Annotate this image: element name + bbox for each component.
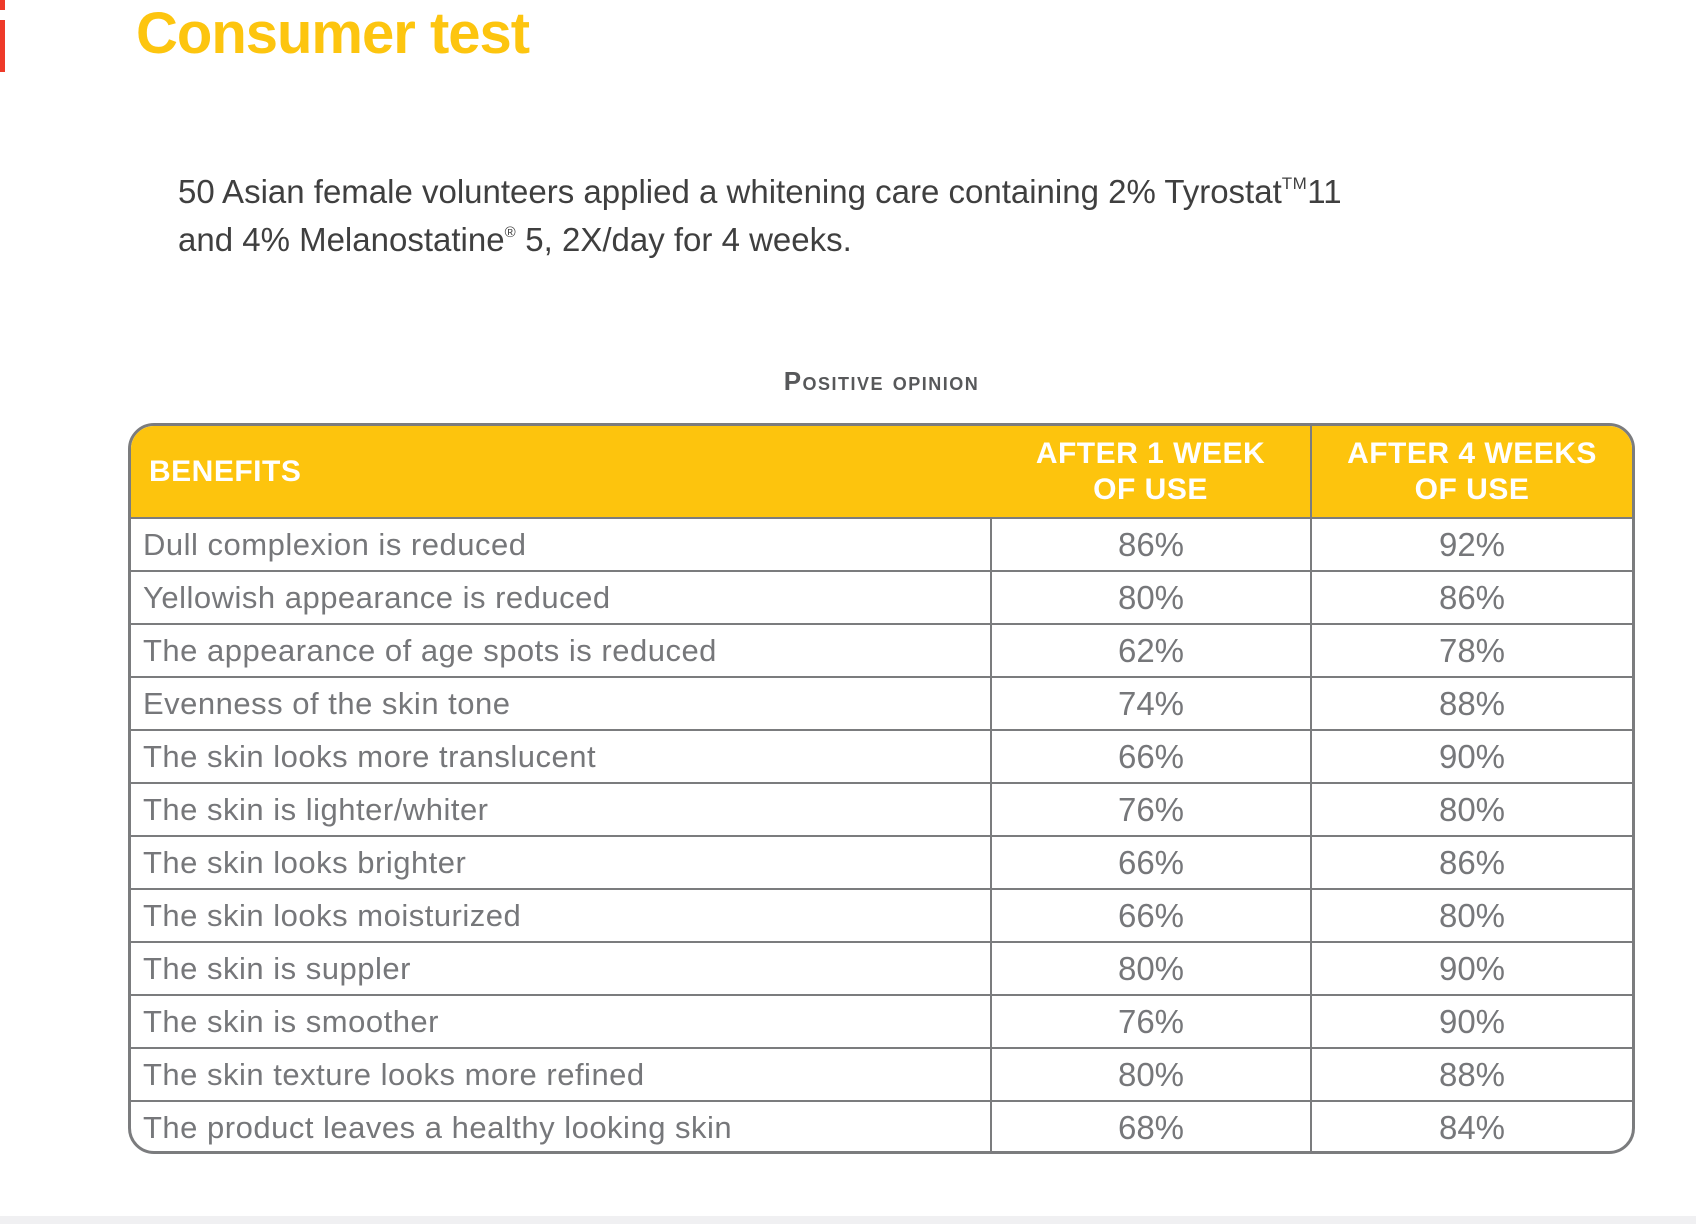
week4-value-cell: 80% [1310, 889, 1632, 943]
benefit-cell: The skin looks more translucent [131, 730, 991, 784]
table-row: The product leaves a healthy looking ski… [131, 1101, 1632, 1151]
trademark-superscript: TM [1281, 174, 1308, 193]
week1-value-cell: 80% [990, 942, 1311, 996]
week4-value-cell: 86% [1310, 571, 1632, 625]
registered-superscript: ® [504, 224, 517, 241]
benefit-cell: The skin looks brighter [131, 836, 991, 890]
benefit-cell: Evenness of the skin tone [131, 677, 991, 731]
benefit-cell: The skin is smoother [131, 995, 991, 1049]
table-row: Evenness of the skin tone 74% 88% [131, 677, 1632, 731]
week4-value-cell: 88% [1310, 677, 1632, 731]
red-accent-bar [0, 20, 5, 72]
week4-value-cell: 92% [1310, 518, 1632, 572]
table-row: The appearance of age spots is reduced 62… [131, 624, 1632, 678]
intro-line2-cont: 5, 2X/day for 4 weeks. [516, 221, 852, 258]
table-header-row: BENEFITS AFTER 1 WEEK OF USE AFTER 4 WEEK… [131, 426, 1632, 519]
week1-value-cell: 66% [990, 730, 1311, 784]
header-after-4-weeks: AFTER 4 WEEKS OF USE [1310, 426, 1632, 519]
week1-value-cell: 66% [990, 889, 1311, 943]
header-benefits: BENEFITS [131, 426, 991, 519]
intro-line1: 50 Asian female volunteers applied a whi… [178, 173, 1282, 210]
header-week4-line2: OF USE [1414, 472, 1530, 506]
header-after-1-week: AFTER 1 WEEK OF USE [991, 426, 1311, 519]
week1-value-cell: 80% [990, 1048, 1311, 1102]
benefits-table: BENEFITS AFTER 1 WEEK OF USE AFTER 4 WEEK… [128, 423, 1635, 1154]
benefit-cell: Dull complexion is reduced [131, 518, 991, 572]
table-row: The skin looks brighter 66% 86% [131, 836, 1632, 890]
table-row: The skin is lighter/whiter 76% 80% [131, 783, 1632, 837]
week4-value-cell: 80% [1310, 783, 1632, 837]
benefit-cell: The skin is lighter/whiter [131, 783, 991, 837]
week1-value-cell: 76% [990, 783, 1311, 837]
table-row: The skin looks moisturized 66% 80% [131, 889, 1632, 943]
week4-value-cell: 90% [1310, 730, 1632, 784]
week4-value-cell: 86% [1310, 836, 1632, 890]
benefit-cell: The product leaves a healthy looking ski… [143, 1109, 733, 1145]
table-row: The skin texture looks more refined 80% 88… [131, 1048, 1632, 1102]
week1-value-cell: 68% [990, 1101, 1311, 1151]
week1-value-cell: 62% [990, 624, 1311, 678]
week4-value-cell: 88% [1310, 1048, 1632, 1102]
header-week4-line1: AFTER 4 WEEKS [1347, 436, 1597, 470]
benefit-cell: The skin looks moisturized [131, 889, 991, 943]
header-week1-line2: OF USE [1093, 472, 1208, 506]
table-row: Dull complexion is reduced 86% 92% [131, 518, 1632, 572]
week4-value-cell: 84% [1310, 1101, 1632, 1151]
week4-value-cell: 90% [1310, 942, 1632, 996]
benefit-cell: The skin is suppler [131, 942, 991, 996]
table-row: The skin looks more translucent 66% 90% [131, 730, 1632, 784]
red-accent-bar-top [0, 0, 5, 10]
bottom-edge-strip [0, 1216, 1696, 1224]
intro-text: 50 Asian female volunteers applied a whi… [178, 168, 1518, 264]
week1-value-cell: 66% [990, 836, 1311, 890]
header-week1-line1: AFTER 1 WEEK [1035, 436, 1266, 470]
week1-value-cell: 80% [990, 571, 1311, 625]
week4-value-cell: 78% [1310, 624, 1632, 678]
week4-value-cell: 90% [1310, 995, 1632, 1049]
week1-value-cell: 86% [990, 518, 1311, 572]
week1-value-cell: 76% [990, 995, 1311, 1049]
slide-title: Consumer test [136, 1, 530, 66]
table-row: The skin is suppler 80% 90% [131, 942, 1632, 996]
intro-line1-cont: 11 [1307, 173, 1342, 210]
benefit-cell: Yellowish appearance is reduced [131, 571, 991, 625]
table-row: Yellowish appearance is reduced 80% 86% [131, 571, 1632, 625]
table-caption: Positive opinion [783, 366, 980, 396]
table-row: The skin is smoother 76% 90% [131, 995, 1632, 1049]
benefits-table-body: Dull complexion is reduced 86% 92% Yellowis… [131, 518, 1632, 1151]
week1-value-cell: 74% [990, 677, 1311, 731]
benefit-cell: The skin texture looks more refined [131, 1048, 991, 1102]
benefits-table-grid: BENEFITS AFTER 1 WEEK OF USE AFTER 4 WEEK… [131, 426, 1632, 1151]
intro-line2: and 4% Melanostatine [178, 221, 505, 258]
benefit-cell: The appearance of age spots is reduced [131, 624, 991, 678]
